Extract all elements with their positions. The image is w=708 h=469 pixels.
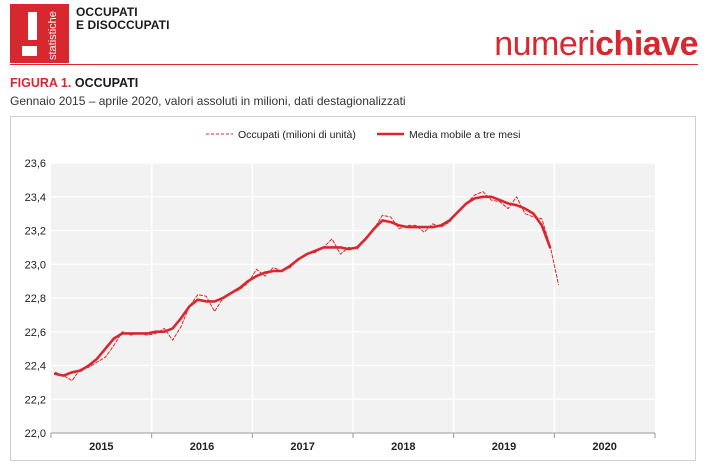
brand-title: numerichiave bbox=[494, 24, 698, 64]
x-tick-label: 2018 bbox=[391, 441, 415, 453]
x-tick-label: 2017 bbox=[290, 441, 314, 453]
header-divider bbox=[10, 64, 698, 65]
series-line-media-mobile bbox=[53, 195, 552, 377]
figure-title: FIGURA 1. OCCUPATI bbox=[10, 76, 138, 90]
figure-label: FIGURA 1. bbox=[10, 76, 72, 90]
y-tick-label: 23,0 bbox=[25, 259, 46, 271]
legend-label-media-mobile: Media mobile a tre mesi bbox=[409, 129, 520, 141]
section-title-line2: E DISOCCUPATI bbox=[76, 18, 170, 32]
chart-container: 22,0 22,2 22,4 22,6 22,8 23,0 23,2 23,4 23,6 2015… bbox=[10, 116, 696, 461]
y-tick-label: 23,4 bbox=[25, 192, 46, 204]
y-tick-label: 22,0 bbox=[25, 428, 46, 440]
x-tick-label: 2015 bbox=[89, 441, 113, 453]
logo-tag-text: statistiche bbox=[47, 11, 59, 60]
y-tick-label: 23,2 bbox=[25, 226, 46, 238]
exclamation-logo-icon: statistiche bbox=[22, 11, 59, 60]
line-chart: 22,0 22,2 22,4 22,6 22,8 23,0 23,2 23,4 23,6 2015… bbox=[25, 129, 656, 453]
y-tick-label: 23,6 bbox=[25, 158, 46, 170]
figure-name: OCCUPATI bbox=[74, 76, 139, 90]
y-tick-label: 22,6 bbox=[25, 327, 46, 339]
istat-logo: statistiche bbox=[10, 4, 69, 63]
brand-bold: chiave bbox=[595, 25, 698, 63]
legend-label-occupati: Occupati (milioni di unità) bbox=[238, 129, 356, 141]
y-tick-label: 22,2 bbox=[25, 394, 46, 406]
section-title-line1: OCCUPATI bbox=[76, 5, 138, 19]
x-tick-label: 2016 bbox=[190, 441, 214, 453]
x-tick-label: 2020 bbox=[592, 441, 616, 453]
brand-thin: numeri bbox=[494, 25, 596, 63]
y-tick-label: 22,8 bbox=[25, 293, 46, 305]
section-title: OCCUPATI E DISOCCUPATI bbox=[76, 6, 170, 32]
y-tick-label: 22,4 bbox=[25, 361, 46, 373]
x-tick-label: 2019 bbox=[492, 441, 516, 453]
figure-subtitle: Gennaio 2015 – aprile 2020, valori assol… bbox=[10, 94, 406, 108]
